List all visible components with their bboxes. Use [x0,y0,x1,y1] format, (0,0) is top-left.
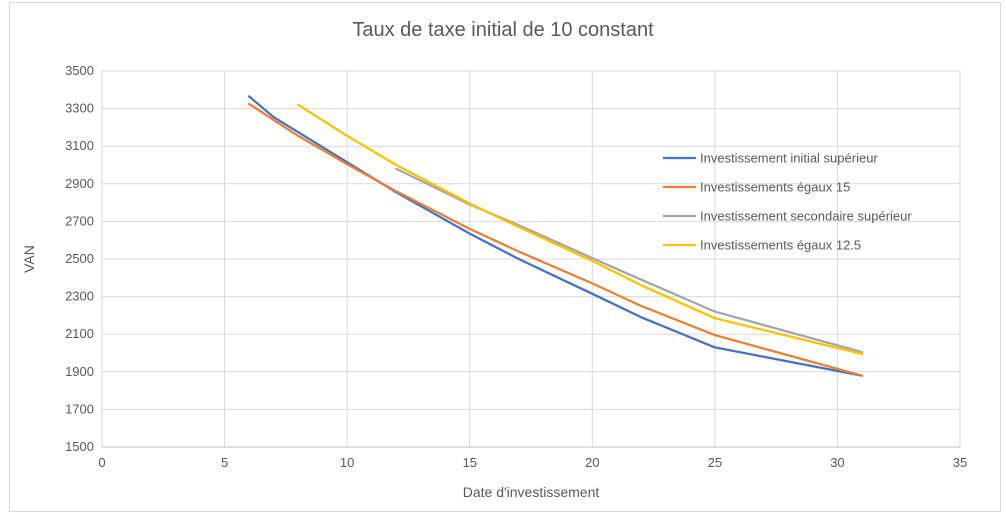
legend-label: Investissement initial supérieur [700,151,878,166]
legend-label: Investissements égaux 15 [700,180,850,195]
y-tick-label: 3500 [65,63,94,78]
x-tick-label: 25 [708,455,722,470]
y-tick-label: 2100 [65,326,94,341]
x-tick-label: 10 [340,455,354,470]
y-tick-label: 2900 [65,176,94,191]
y-tick-label: 2500 [65,251,94,266]
y-axis-ticks: 1500 1700 1900 2100 2300 2500 2700 2900 3100 3300… [65,63,94,454]
chart-area [9,2,1001,512]
y-tick-label: 1700 [65,401,94,416]
series-line-4 [296,103,864,356]
series-line-2 [247,102,864,377]
legend-label: Investissement secondaire supérieur [700,209,912,224]
series-line-3 [395,167,864,354]
y-tick-label: 2300 [65,289,94,304]
x-tick-label: 20 [585,455,599,470]
x-axis-ticks: 0 5 10 15 20 25 30 35 [98,455,967,470]
x-tick-label: 0 [98,455,105,470]
legend: Investissement initial supérieur Investis… [663,151,912,253]
x-tick-label: 30 [830,455,844,470]
x-tick-label: 35 [953,455,967,470]
y-tick-label: 3100 [65,138,94,153]
series-lines [247,95,864,377]
series-line-1 [247,95,864,377]
y-axis-label: VAN [21,245,37,273]
chart-title: Taux de taxe initial de 10 constant [352,19,654,41]
y-tick-label: 1500 [65,439,94,454]
y-tick-label: 2700 [65,213,94,228]
x-tick-label: 5 [221,455,228,470]
x-axis-label: Date d'investissement [463,484,600,500]
legend-label: Investissements égaux 12.5 [700,238,861,253]
x-tick-label: 15 [462,455,476,470]
grid-lines [101,70,961,448]
y-tick-label: 3300 [65,101,94,116]
y-tick-label: 1900 [65,364,94,379]
